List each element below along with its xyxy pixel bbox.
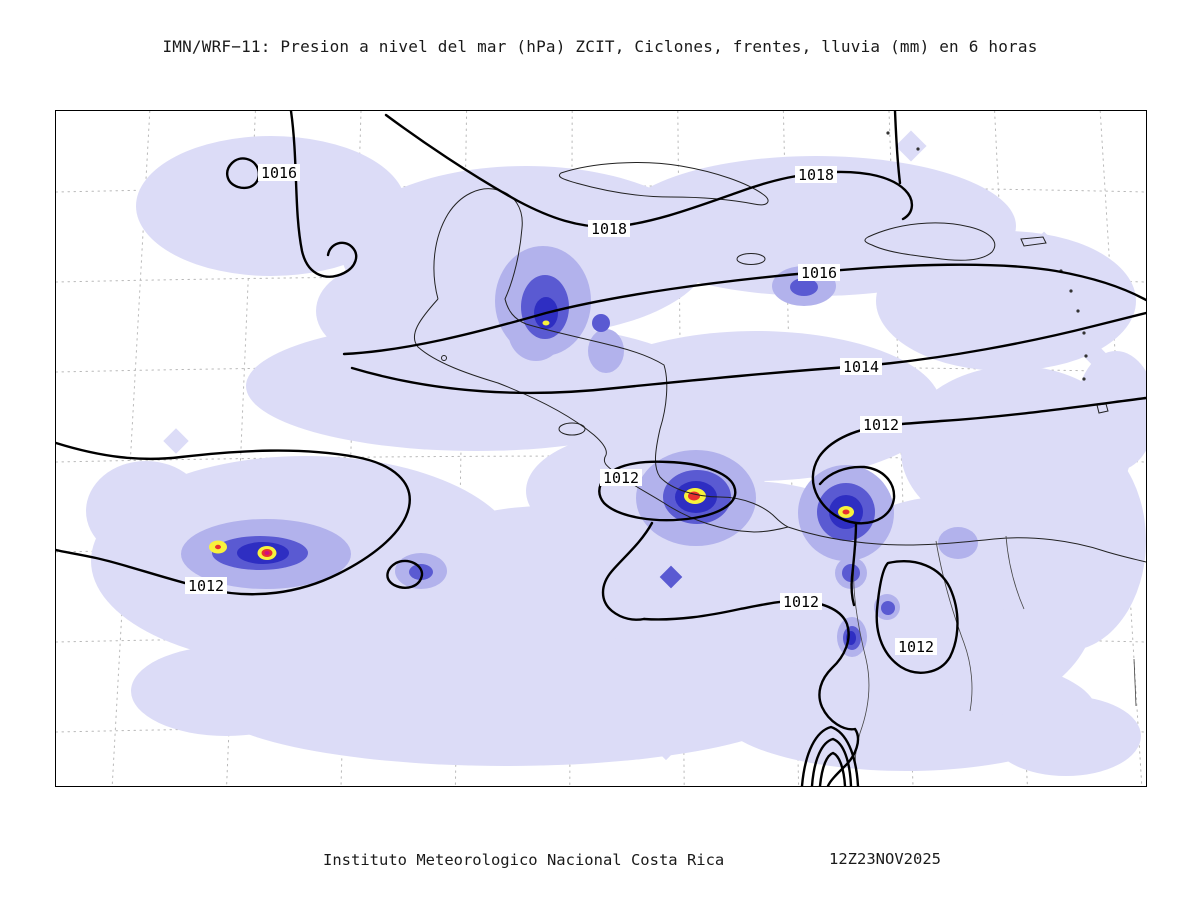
footer-timestamp: 12Z23NOV2025 [829,850,941,868]
coast-jamaica [736,253,766,265]
svg-text:1012: 1012 [188,577,224,595]
isobar-1012-east [811,396,1146,525]
isobar-1012-southeast-loop [875,560,959,674]
isobar-label: 1012 [860,416,902,434]
isobar-label: 1018 [795,166,837,184]
border-right-edge [1133,658,1137,707]
svg-text:1012: 1012 [783,593,819,611]
precipitation-layer [86,130,1146,776]
isobar-label: 1014 [840,358,882,376]
isobar-1016-northwest [289,111,358,278]
svg-text:1012: 1012 [898,638,934,656]
antilles-island-4 [1082,331,1086,335]
svg-text:1016: 1016 [801,264,837,282]
isobar-label: 1016 [798,264,840,282]
isobar-low-nested-1 [800,725,860,786]
coast-cuba [558,161,769,206]
isobar-labels-layer: 1016 1018 1018 1016 1014 1012 [185,164,937,656]
footer-institution: Instituto Meteorologico Nacional Costa R… [323,851,725,869]
weather-map-svg: 1016 1018 1018 1016 1014 1012 [56,111,1146,786]
weather-map-frame: 1016 1018 1018 1016 1014 1012 [55,110,1147,787]
isobar-layer [56,111,1146,786]
svg-text:1018: 1018 [591,220,627,238]
antilles-island-3 [1076,309,1080,313]
isobar-1018-branch [893,111,902,185]
svg-text:1018: 1018 [798,166,834,184]
isobar-1018 [384,113,914,229]
isobar-label: 1012 [780,593,822,611]
isobar-1016-east [342,263,1146,356]
rain-extreme-core [264,551,270,555]
coast-puerto-rico [1020,236,1047,247]
svg-text:1016: 1016 [261,164,297,182]
isobar-1014 [350,311,1146,395]
coast-hispaniola [864,222,996,261]
svg-text:1014: 1014 [843,358,879,376]
bahamas-island-1 [886,131,890,135]
river-3 [1005,535,1025,610]
isobar-label: 1016 [258,164,300,182]
lake-nicaragua [558,422,586,436]
coast-pacific [413,298,789,533]
isobar-1012-center-tail [601,521,654,621]
map-title: IMN/WRF−11: Presion a nivel del mar (hPa… [162,37,1038,56]
river-2 [935,540,973,712]
coast-south-america [787,526,1146,563]
isobar-low-nested-3 [818,751,847,786]
isobar-1016-northwest-loop [226,157,261,190]
isobar-low-nested-2 [810,737,853,786]
isobar-label: 1012 [600,469,642,487]
antilles-island-6 [1082,377,1086,381]
isobar-1012-west [56,441,411,596]
isobar-1012-east-tail [850,521,858,607]
bahamas-island-2 [916,147,920,151]
isobar-1012-west-small-loop [386,559,424,589]
svg-text:1012: 1012 [863,416,899,434]
antilles-island-2 [1069,289,1073,293]
isobar-1012-center-loop [598,460,737,522]
isobar-label: 1012 [185,577,227,595]
isobar-label: 1012 [895,638,937,656]
antilles-island-5 [1084,354,1088,358]
station-marker [441,355,447,361]
isobar-label: 1018 [588,220,630,238]
svg-text:1012: 1012 [603,469,639,487]
